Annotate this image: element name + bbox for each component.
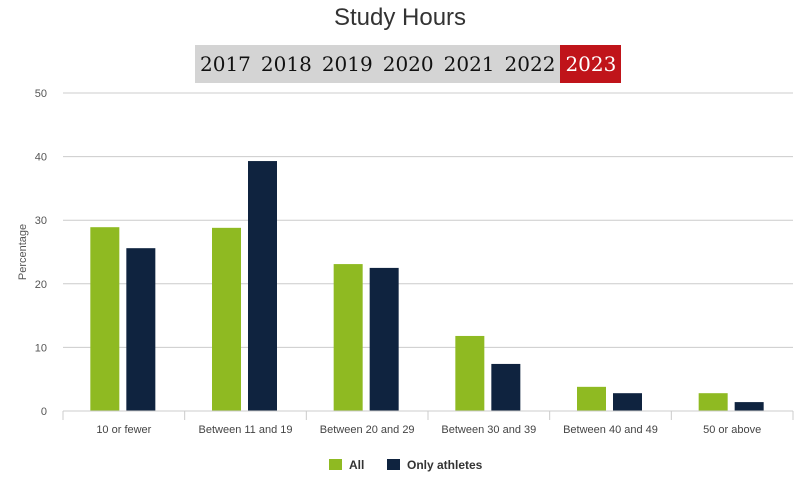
bar-only-athletes[interactable] bbox=[491, 363, 521, 411]
y-tick-label: 20 bbox=[35, 279, 47, 291]
legend-swatch bbox=[329, 459, 342, 470]
bar-all[interactable] bbox=[455, 335, 485, 411]
legend-item[interactable]: All bbox=[349, 458, 364, 472]
bar-only-athletes[interactable] bbox=[613, 393, 642, 411]
bar-all[interactable] bbox=[212, 227, 241, 411]
x-tick-label: Between 40 and 49 bbox=[563, 424, 658, 436]
bar-all[interactable] bbox=[90, 227, 120, 411]
x-tick-label: Between 30 and 39 bbox=[441, 424, 536, 436]
bar-only-athletes[interactable] bbox=[126, 248, 156, 411]
year-tab-2023[interactable]: 2023 bbox=[560, 45, 622, 83]
y-tick-label: 10 bbox=[35, 342, 47, 354]
year-tab-2021[interactable]: 2021 bbox=[443, 52, 495, 76]
year-tab-2017[interactable]: 2017 bbox=[200, 52, 251, 76]
bar-only-athletes[interactable] bbox=[369, 267, 399, 411]
x-tick-label: Between 20 and 29 bbox=[320, 424, 415, 436]
chart-title: Study Hours bbox=[333, 4, 467, 31]
y-tick-label: 40 bbox=[35, 152, 47, 164]
legend-item[interactable]: Only athletes bbox=[407, 458, 483, 472]
x-tick-label: 10 or fewer bbox=[96, 424, 151, 436]
legend-swatch bbox=[387, 459, 400, 470]
bar-all[interactable] bbox=[333, 264, 363, 411]
year-tab-2022[interactable]: 2022 bbox=[504, 52, 556, 76]
y-axis-label: Percentage bbox=[17, 224, 29, 280]
x-tick-label: 50 or above bbox=[703, 424, 761, 436]
y-tick-label: 50 bbox=[35, 88, 47, 100]
bar-all[interactable] bbox=[698, 393, 728, 411]
bar-only-athletes[interactable] bbox=[248, 161, 277, 411]
bar-only-athletes[interactable] bbox=[734, 402, 764, 411]
year-selector: 2017 2018 2019 2020 2021 2022 2023 bbox=[195, 45, 622, 83]
year-tab-2020[interactable]: 2020 bbox=[382, 52, 434, 76]
y-tick-label: 30 bbox=[35, 215, 47, 227]
year-tab-2018[interactable]: 2018 bbox=[260, 52, 312, 76]
y-tick-label: 0 bbox=[41, 406, 47, 418]
x-tick-label: Between 11 and 19 bbox=[199, 424, 293, 436]
bar-all[interactable] bbox=[577, 386, 606, 411]
year-tab-2019[interactable]: 2019 bbox=[321, 52, 373, 76]
